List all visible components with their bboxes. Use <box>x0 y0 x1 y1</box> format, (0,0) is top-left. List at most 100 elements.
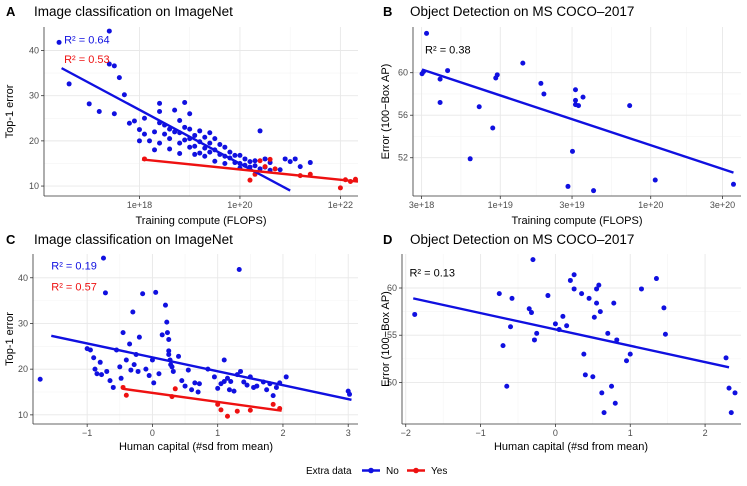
data-point <box>569 148 575 154</box>
data-point <box>287 159 293 165</box>
panel-letter: B <box>383 4 392 19</box>
data-point <box>197 128 203 134</box>
data-point <box>262 156 268 162</box>
data-point <box>520 60 526 66</box>
data-point <box>121 92 127 98</box>
fit-line <box>122 387 282 412</box>
data-point <box>157 109 163 114</box>
data-point <box>241 379 247 385</box>
r2-annotation: R² = 0.64 <box>64 35 110 47</box>
data-point <box>212 158 218 164</box>
data-point <box>202 134 208 140</box>
data-point <box>614 337 620 343</box>
data-point <box>661 305 667 311</box>
data-point <box>143 366 149 372</box>
data-point <box>257 128 263 134</box>
data-point <box>560 313 566 319</box>
panel-c: C Image classification on ImageNet −1 0 1 2… <box>4 232 358 453</box>
data-point <box>179 378 185 384</box>
data-point <box>273 384 279 390</box>
legend-item-yes: Yes <box>407 466 447 477</box>
data-point <box>571 272 577 278</box>
data-point <box>86 101 92 107</box>
data-point <box>196 381 202 387</box>
data-point <box>242 156 248 162</box>
data-point <box>437 76 443 82</box>
data-point <box>538 80 544 86</box>
y-axis-title: Top-1 error <box>4 312 16 366</box>
data-point <box>545 293 551 299</box>
y-tick-label: 56 <box>398 110 408 120</box>
fit-line <box>412 297 730 369</box>
y-tick-label: 60 <box>387 283 397 293</box>
data-point <box>147 138 153 144</box>
data-point <box>166 352 172 358</box>
data-point <box>157 140 163 146</box>
data-point <box>221 357 227 363</box>
data-point <box>347 391 353 397</box>
data-point <box>195 389 201 395</box>
data-point <box>282 156 288 162</box>
data-point <box>627 103 633 109</box>
data-point <box>723 355 729 361</box>
panel-b: B Object Detection on MS COCO–2017 3e+18… <box>380 4 741 227</box>
data-point <box>100 255 106 261</box>
data-point <box>586 295 592 301</box>
data-point <box>594 286 600 292</box>
panel-title: Object Detection on MS COCO–2017 <box>410 232 634 247</box>
data-point <box>106 28 112 34</box>
x-tick-label: 1e+20 <box>638 200 663 210</box>
data-point <box>131 118 137 124</box>
data-point <box>207 149 213 155</box>
data-point <box>244 382 250 388</box>
data-point <box>202 153 208 159</box>
data-point <box>136 138 142 144</box>
data-point <box>159 332 165 338</box>
panel-title: Image classification on ImageNet <box>34 4 233 19</box>
data-point <box>217 141 223 147</box>
x-tick-label: −1 <box>475 428 485 438</box>
data-point <box>476 104 482 110</box>
data-point <box>166 348 172 354</box>
data-point <box>599 390 605 396</box>
fit-line <box>141 158 359 183</box>
data-point <box>141 115 147 121</box>
y-tick-label: 30 <box>18 318 28 328</box>
data-point <box>270 401 276 407</box>
data-point <box>107 378 113 384</box>
data-point <box>496 291 502 297</box>
data-point <box>169 364 175 370</box>
data-point <box>167 146 173 152</box>
data-point <box>141 131 147 137</box>
data-point <box>590 374 596 380</box>
data-point <box>99 372 105 378</box>
data-point <box>528 310 534 316</box>
x-tick-label: 3e+19 <box>559 200 584 210</box>
data-point <box>572 97 578 103</box>
data-point <box>247 159 253 165</box>
data-point <box>221 379 227 384</box>
data-point <box>272 166 278 172</box>
data-point <box>231 388 237 394</box>
data-point <box>172 107 178 113</box>
fit-line <box>51 334 352 401</box>
data-point <box>567 277 573 283</box>
data-point <box>597 309 603 315</box>
legend-key-point <box>413 467 419 474</box>
data-point <box>257 166 263 172</box>
plot-area: 3e+18 1e+19 3e+19 1e+20 3e+20 52 56 60 R² = 0.38 <box>398 27 741 210</box>
data-point <box>652 177 658 183</box>
data-point <box>581 351 587 357</box>
data-point <box>247 407 253 413</box>
y-axis-title: Error (100−Box AP) <box>380 64 392 160</box>
data-point <box>212 136 218 142</box>
data-point <box>140 291 146 297</box>
data-point <box>207 140 213 146</box>
data-point <box>215 385 221 391</box>
data-point <box>730 181 736 187</box>
data-point <box>192 380 198 386</box>
data-point <box>552 321 558 327</box>
data-point <box>102 290 108 296</box>
x-tick-label: 1e+19 <box>488 200 513 210</box>
